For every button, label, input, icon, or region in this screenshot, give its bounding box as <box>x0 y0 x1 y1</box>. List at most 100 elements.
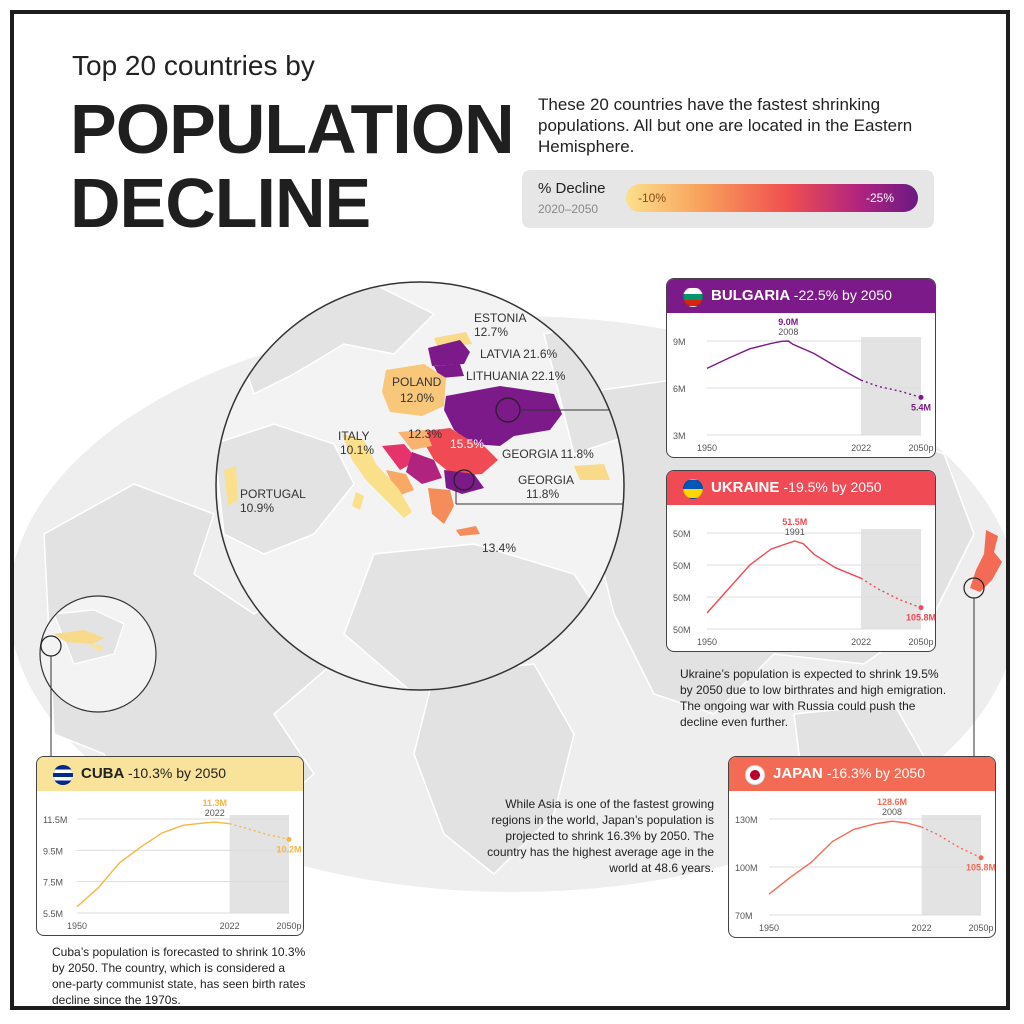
poland-shape <box>382 364 446 416</box>
label-13-4: 13.4% <box>482 541 516 555</box>
forecast-band <box>861 337 921 435</box>
georgia-shape <box>574 464 610 480</box>
legend-gradient <box>626 184 918 212</box>
label-portugal-value: 10.9% <box>240 501 274 515</box>
x-tick-label: 2022 <box>220 921 240 931</box>
cuba-card-header: CUBA -10.3% by 2050 <box>37 757 303 791</box>
end-value-label: 105.8M <box>966 863 995 873</box>
title-population: POPULATION <box>70 90 515 168</box>
legend-min: -10% <box>638 191 667 205</box>
japan-card-title: JAPAN -16.3% by 2050 <box>773 765 925 782</box>
bulgaria-shape <box>444 470 484 494</box>
portugal-shape <box>224 466 238 506</box>
y-tick-label: 11.5M <box>43 815 67 825</box>
y-tick-label: 50M <box>673 593 691 603</box>
ukraine-card: UKRAINE -19.5% by 2050 50M 50M 50M 50M 1950 2… <box>666 470 936 652</box>
japan-note: While Asia is one of the fastest growing… <box>487 797 714 875</box>
label-georgia-2-value: 11.8% <box>526 487 559 501</box>
label-italy: ITALY <box>338 429 370 443</box>
end-point <box>286 836 292 842</box>
bulgaria-card: BULGARIA -22.5% by 2050 9M 6M 3M 1950 2022 20… <box>666 278 936 458</box>
y-tick-label: 50M <box>673 625 691 635</box>
label-italy-value: 10.1% <box>340 443 374 457</box>
peak-year-label: 2008 <box>882 807 902 817</box>
y-tick-label: 70M <box>735 911 753 921</box>
peak-value-label: 9.0M <box>778 317 798 327</box>
peak-year-label: 1991 <box>785 527 805 537</box>
infographic-frame: ESTONIA 12.7% LATVIA 21.6% LITHUANIA 22.… <box>10 10 1010 1010</box>
label-georgia-1: GEORGIA 11.8% <box>502 447 594 461</box>
x-tick-label: 2050p <box>908 637 933 647</box>
forecast-band <box>861 529 921 629</box>
cuba-card-title: CUBA -10.3% by 2050 <box>81 765 227 782</box>
x-tick-label: 1950 <box>697 443 717 453</box>
label-12-3: 12.3% <box>408 427 442 441</box>
series-line <box>768 820 922 895</box>
cuba-card: CUBA -10.3% by 2050 11.5M 9.5M 7.5M 5.5M 195… <box>36 756 304 936</box>
label-poland-value: 12.0% <box>400 391 434 405</box>
series-forecast-line <box>229 823 290 841</box>
peak-value-label: 51.5M <box>782 517 807 527</box>
peak-year-label: 2008 <box>778 327 798 337</box>
bulgaria-flag-icon <box>683 287 703 307</box>
y-tick-label: 6M <box>673 384 686 394</box>
x-tick-label: 2050p <box>276 921 301 931</box>
x-tick-label: 2022 <box>851 637 871 647</box>
x-tick-label: 1950 <box>67 921 87 931</box>
x-tick-label: 1950 <box>759 923 779 933</box>
legend-title: % Decline <box>538 180 606 197</box>
japan-card-header: JAPAN -16.3% by 2050 <box>729 757 995 791</box>
label-15-5: 15.5% <box>450 437 484 451</box>
legend-max: -25% <box>865 191 894 205</box>
cuba-note: Cuba’s population is forecasted to shrin… <box>52 945 306 1007</box>
peak-year-label: 2022 <box>205 808 225 818</box>
ukraine-shape <box>444 386 562 446</box>
end-value-label: 10.2M <box>276 844 301 854</box>
bulgaria-card-header: BULGARIA -22.5% by 2050 <box>667 279 935 313</box>
ukraine-card-header: UKRAINE -19.5% by 2050 <box>667 471 935 505</box>
japan-flag-icon <box>745 765 765 785</box>
forecast-band <box>229 815 289 913</box>
peak-value-label: 128.6M <box>877 797 907 807</box>
end-point <box>978 855 984 861</box>
end-point <box>918 394 924 400</box>
x-tick-label: 2022 <box>851 443 871 453</box>
y-tick-label: 5.5M <box>43 909 63 919</box>
series-forecast-line <box>860 577 922 609</box>
label-portugal: PORTUGAL <box>240 487 306 501</box>
bulgaria-locator <box>453 469 475 491</box>
title-top: Top 20 countries by <box>72 50 315 81</box>
label-latvia: LATVIA 21.6% <box>480 347 557 361</box>
y-tick-label: 7.5M <box>43 878 63 888</box>
x-tick-label: 2050p <box>908 443 933 453</box>
bosnia-shape <box>386 470 414 496</box>
series-forecast-line <box>860 379 922 399</box>
latvia-shape <box>428 340 470 366</box>
y-tick-label: 50M <box>673 561 691 571</box>
end-value-label: 105.8M <box>906 613 935 623</box>
legend-period: 2020–2050 <box>538 202 599 216</box>
y-tick-label: 130M <box>735 815 758 825</box>
series-line <box>76 821 230 908</box>
japan-card: JAPAN -16.3% by 2050 130M 100M 70M 1950 2022… <box>728 756 996 938</box>
x-tick-label: 2022 <box>912 923 932 933</box>
moldova-romania-shape <box>418 428 498 476</box>
label-estonia-value: 12.7% <box>474 325 508 339</box>
ukraine-card-title: UKRAINE -19.5% by 2050 <box>711 479 882 496</box>
cuba-flag-icon <box>53 765 73 785</box>
end-value-label: 5.4M <box>911 402 931 412</box>
y-tick-label: 3M <box>673 431 686 441</box>
series-line <box>706 340 862 381</box>
label-estonia: ESTONIA <box>474 311 526 325</box>
end-point <box>918 605 924 611</box>
series-line <box>706 540 862 614</box>
series-forecast-line <box>921 826 982 859</box>
x-tick-label: 1950 <box>697 637 717 647</box>
lithuania-shape <box>434 364 464 378</box>
title-decline: DECLINE <box>70 164 371 242</box>
peak-value-label: 11.3M <box>203 798 228 808</box>
hungary-shape <box>398 430 432 450</box>
greece-shape <box>428 488 454 524</box>
